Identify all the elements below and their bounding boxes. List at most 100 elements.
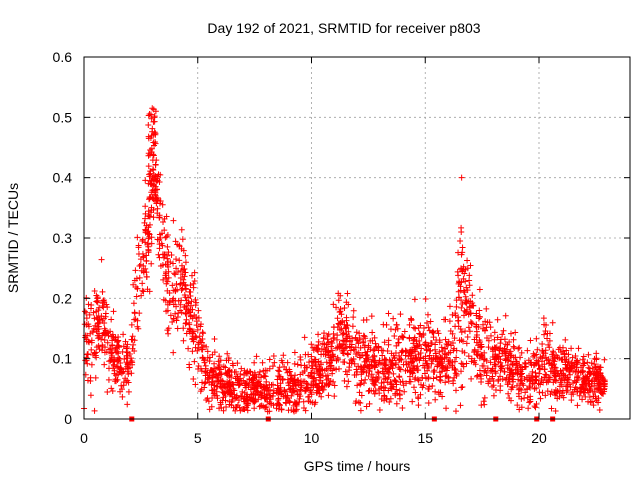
data-point xyxy=(478,344,485,351)
data-point xyxy=(497,364,504,371)
data-point xyxy=(549,353,556,360)
data-point xyxy=(148,207,155,214)
data-point xyxy=(188,298,195,305)
data-point xyxy=(310,384,317,391)
data-point xyxy=(93,308,100,315)
data-point xyxy=(559,348,566,355)
data-point xyxy=(146,288,153,295)
data-point xyxy=(209,367,216,374)
data-point xyxy=(114,376,121,383)
data-point xyxy=(99,288,106,295)
data-point xyxy=(232,404,239,411)
data-point xyxy=(122,338,129,345)
data-point xyxy=(390,370,397,377)
data-point xyxy=(285,379,292,386)
data-point xyxy=(165,249,172,256)
data-point xyxy=(288,406,295,413)
data-point xyxy=(124,401,131,408)
data-point xyxy=(561,351,568,358)
data-point xyxy=(453,354,460,361)
data-point xyxy=(358,377,365,384)
data-point xyxy=(223,403,230,410)
data-point xyxy=(419,374,426,381)
data-point xyxy=(156,200,163,207)
data-point xyxy=(544,388,551,395)
data-point xyxy=(432,341,439,348)
data-point xyxy=(409,370,416,377)
data-point xyxy=(406,321,413,328)
data-point xyxy=(202,365,209,372)
data-point xyxy=(170,287,177,294)
data-point xyxy=(500,327,507,334)
data-point xyxy=(589,365,596,372)
data-point xyxy=(399,404,406,411)
data-point xyxy=(354,368,361,375)
data-point xyxy=(409,398,416,405)
data-point xyxy=(494,334,501,341)
data-point xyxy=(473,373,480,380)
data-point xyxy=(466,328,473,335)
data-point xyxy=(199,344,206,351)
data-point xyxy=(354,382,361,389)
data-point xyxy=(172,271,179,278)
data-point xyxy=(258,388,265,395)
data-point xyxy=(392,326,399,333)
data-point xyxy=(115,334,122,341)
data-point xyxy=(595,399,602,406)
data-point xyxy=(223,357,230,364)
data-point xyxy=(135,251,142,258)
data-point xyxy=(552,408,559,415)
data-point xyxy=(368,313,375,320)
data-point xyxy=(362,376,369,383)
data-point xyxy=(315,331,322,338)
data-point xyxy=(251,384,258,391)
data-point xyxy=(590,402,597,409)
data-point xyxy=(170,349,177,356)
data-point xyxy=(465,353,472,360)
data-point xyxy=(432,350,439,357)
data-point xyxy=(84,350,91,357)
data-point xyxy=(107,345,114,352)
data-point xyxy=(128,336,135,343)
data-point xyxy=(189,330,196,337)
data-point xyxy=(371,390,378,397)
data-point xyxy=(580,353,587,360)
data-point xyxy=(541,331,548,338)
data-point xyxy=(143,257,150,264)
data-point xyxy=(135,244,142,251)
data-point xyxy=(334,315,341,322)
data-point xyxy=(267,396,274,403)
data-point xyxy=(220,363,227,370)
data-point xyxy=(370,374,377,381)
data-point xyxy=(150,152,157,159)
data-point xyxy=(334,354,341,361)
data-point xyxy=(381,393,388,400)
data-point xyxy=(251,359,258,366)
data-point xyxy=(476,367,483,374)
y-tick-label: 0.2 xyxy=(53,290,73,306)
data-point xyxy=(260,373,267,380)
data-point xyxy=(371,352,378,359)
data-point xyxy=(114,339,121,346)
data-point xyxy=(418,345,425,352)
data-point xyxy=(580,368,587,375)
data-point xyxy=(140,253,147,260)
data-point xyxy=(192,302,199,309)
data-point xyxy=(343,299,350,306)
data-point xyxy=(151,142,158,149)
data-point xyxy=(548,405,555,412)
data-point xyxy=(504,362,511,369)
data-point xyxy=(538,358,545,365)
data-point xyxy=(570,362,577,369)
data-point xyxy=(561,377,568,384)
data-point xyxy=(351,360,358,367)
data-point xyxy=(189,336,196,343)
data-point xyxy=(150,131,157,138)
data-point xyxy=(196,339,203,346)
data-point xyxy=(449,377,456,384)
data-point xyxy=(146,110,153,117)
data-point xyxy=(389,357,396,364)
data-point xyxy=(101,349,108,356)
data-point xyxy=(437,354,444,361)
data-point xyxy=(161,227,168,234)
